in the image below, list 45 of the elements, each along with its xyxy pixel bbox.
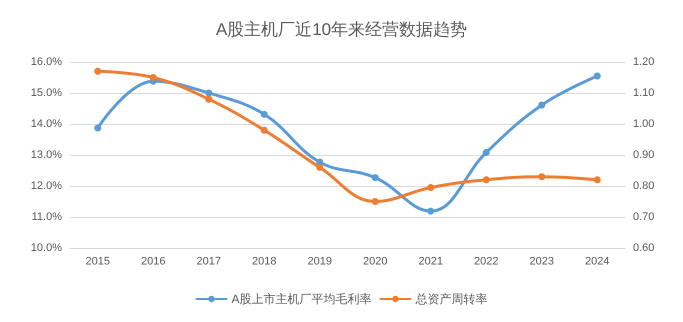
point xyxy=(150,74,157,81)
y-tick-label: 10.0% xyxy=(30,242,62,254)
x-tick-label: 2018 xyxy=(252,256,276,268)
x-tick-label: 2019 xyxy=(308,256,332,268)
point xyxy=(205,96,212,103)
point xyxy=(538,173,546,180)
y2-tick-label: 1.10 xyxy=(633,87,654,99)
point xyxy=(427,208,434,215)
point xyxy=(594,176,601,184)
y-tick-label: 13.0% xyxy=(30,149,62,161)
y2-tick-label: 0.70 xyxy=(633,211,654,223)
chart-title: A股主机厂近10年来经营数据趋势 xyxy=(216,20,468,39)
x-tick-label: 2023 xyxy=(530,256,554,268)
point xyxy=(316,164,324,171)
y2-tick-label: 0.80 xyxy=(633,180,654,192)
y-tick-label: 11.0% xyxy=(32,211,62,223)
y2-tick-label: 0.60 xyxy=(633,242,654,254)
y2-tick-label: 1.00 xyxy=(633,118,654,130)
point xyxy=(538,102,546,109)
x-tick-label: 2021 xyxy=(418,256,443,268)
x-tick-label: 2015 xyxy=(86,256,110,268)
point xyxy=(482,149,490,156)
point xyxy=(594,72,601,80)
y-tick-label: 14.0% xyxy=(30,118,62,130)
point xyxy=(372,198,379,205)
y2-tick-label: 1.20 xyxy=(633,56,654,68)
point xyxy=(372,174,379,182)
x-tick-label: 2024 xyxy=(585,256,610,268)
point xyxy=(94,68,102,75)
legend-label: A股上市主机厂平均毛利率 xyxy=(232,292,372,306)
y2-tick-label: 0.90 xyxy=(633,149,654,161)
x-tick-label: 2022 xyxy=(474,256,498,268)
point xyxy=(427,184,434,192)
x-tick-label: 2017 xyxy=(196,256,221,268)
point xyxy=(482,176,490,184)
x-tick-label: 2016 xyxy=(141,256,166,268)
point xyxy=(260,126,268,134)
y-tick-label: 16.0% xyxy=(30,56,62,68)
point xyxy=(260,110,268,118)
point xyxy=(94,124,102,132)
legend-label: 总资产周转率 xyxy=(414,292,488,306)
x-tick-label: 2020 xyxy=(363,256,388,268)
y-tick-label: 12.0% xyxy=(30,180,62,192)
y-tick-label: 15.0% xyxy=(30,87,62,99)
point xyxy=(205,90,212,96)
